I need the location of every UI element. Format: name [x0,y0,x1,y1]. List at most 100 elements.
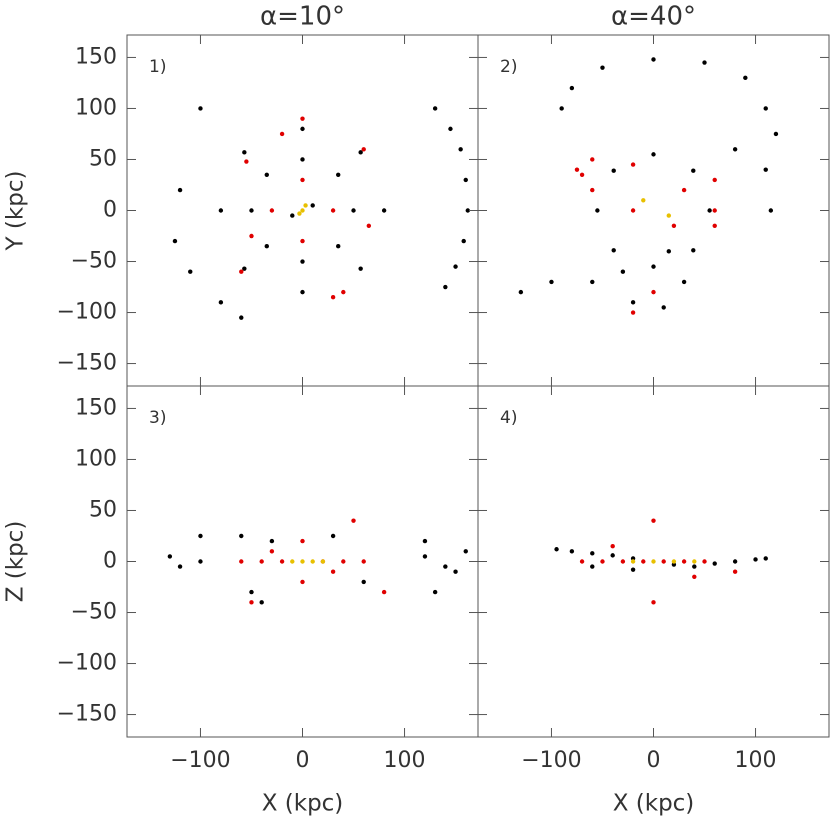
particle [351,518,356,523]
particle [590,157,595,162]
particle [630,556,636,561]
y-axis-label: Y (kpc) [3,171,29,252]
particle [666,213,672,218]
particle [671,223,677,229]
particle [590,187,595,193]
particle [361,147,366,152]
particle [712,177,717,183]
particle [590,279,595,285]
y-tick-label: −150 [57,351,117,376]
particle [279,559,285,564]
particle [239,559,244,564]
particle [336,244,341,249]
particle [290,213,295,218]
particle [518,289,524,295]
particle [651,264,656,269]
panel-label: 4) [500,408,517,428]
particle [341,559,346,564]
particle [244,159,249,164]
particle [330,533,336,539]
particle [300,238,305,244]
y-axis-label: Z (kpc) [3,521,29,603]
particle [330,569,336,574]
particle [358,266,363,271]
particle [259,600,264,605]
particle [351,208,356,213]
particle [600,65,605,70]
particle [651,600,656,605]
particle [651,152,656,157]
y-tick-label: 0 [103,549,117,574]
column-title: α=40° [611,2,696,32]
particle [611,168,616,173]
particle [702,60,707,65]
y-tick-label: 100 [75,446,117,471]
particle [630,300,636,305]
particle [630,559,636,564]
particle [242,266,247,271]
panel-label: 2) [500,57,517,77]
particle [692,559,697,564]
particle [300,289,305,295]
particle [559,106,564,111]
particle [691,248,696,253]
particle [712,561,717,566]
particle [661,559,666,564]
particle [177,564,183,569]
particle [692,564,697,569]
particle [732,147,738,152]
particle [458,147,463,152]
particle [763,167,768,172]
particle [671,562,677,567]
y-tick-label: 150 [75,395,117,420]
particle [239,533,244,539]
particle [310,559,315,564]
particle [300,177,305,183]
particle [463,177,468,183]
particle [579,559,585,564]
y-tick-label: −100 [57,300,117,325]
particle [167,554,173,559]
particle [651,559,656,564]
x-tick-label: 0 [296,748,310,773]
particle [249,589,254,595]
particle [198,559,203,564]
particle [300,157,305,162]
particle [330,295,336,300]
particle [358,150,363,155]
particle [218,208,224,213]
particle [569,549,575,554]
particle [443,284,448,290]
particle [381,208,387,213]
particle [651,57,656,62]
particle [743,75,748,81]
particle [465,208,470,213]
particle [300,126,305,132]
particle [381,589,387,595]
particle [554,547,559,552]
particle [610,553,615,558]
x-tick-label: 100 [384,748,426,773]
particle [320,559,326,564]
particle [448,126,453,132]
particle [297,211,302,216]
x-axis-label: X (kpc) [613,791,695,817]
particle [279,131,285,137]
particle [303,203,308,208]
y-tick-label: 50 [89,497,117,522]
particle [763,106,768,111]
particle [681,279,687,285]
particle [691,168,696,173]
particle [630,162,636,167]
particle [198,533,203,539]
particle [712,208,717,213]
particle [579,172,585,177]
particle [707,208,712,213]
column-title: α=10° [260,2,345,32]
y-tick-label: −50 [71,600,117,625]
particle [249,600,254,605]
y-tick-label: −50 [71,249,117,274]
particle [239,315,244,320]
particle [595,208,600,213]
